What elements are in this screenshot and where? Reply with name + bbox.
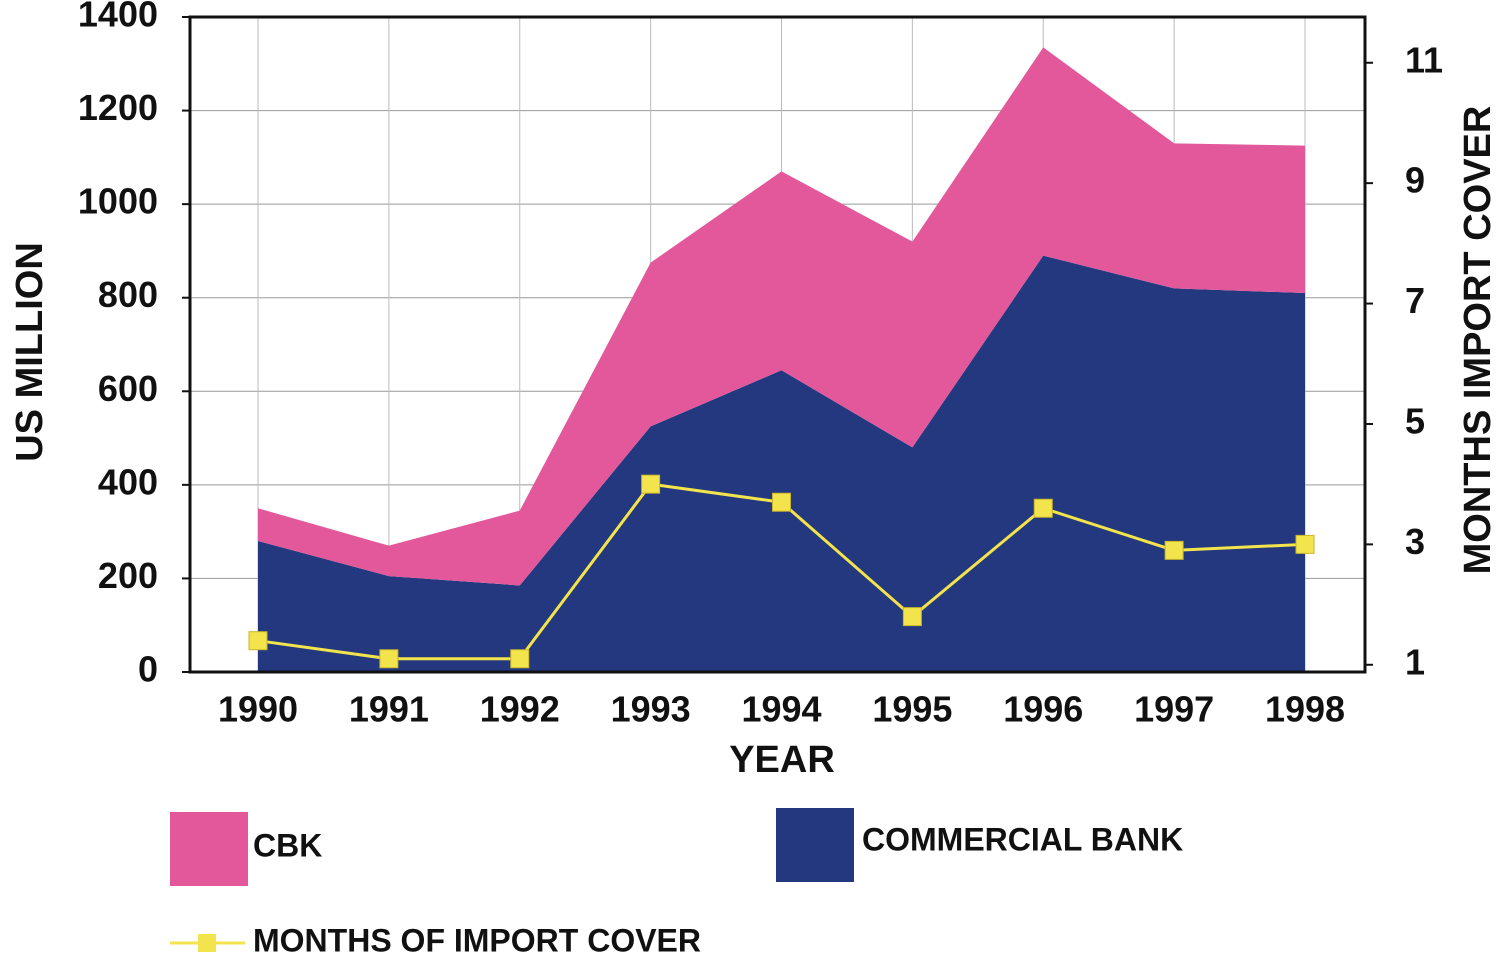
marker [510,649,530,669]
x-tick-label: 1996 [1003,689,1083,730]
y-tick-label: 600 [98,368,158,409]
x-tick-label: 1995 [872,689,952,730]
x-tick-label: 1998 [1265,689,1345,730]
y2-tick-label: 9 [1405,160,1425,201]
marker [1164,540,1184,560]
x-tick-label: 1993 [611,689,691,730]
y-tick-label: 400 [98,461,158,502]
marker [248,631,268,651]
y-tick-label: 200 [98,555,158,596]
area [258,255,1305,672]
plot-frame [188,15,1367,674]
marker [1295,534,1315,554]
y-tick-label: 1400 [78,0,158,35]
marker [902,607,922,627]
legend-swatch [776,808,854,882]
y2-tick-label: 5 [1405,400,1425,441]
y-tick-label: 1000 [78,181,158,222]
legend-marker [198,934,216,952]
x-tick-label: 1991 [349,689,429,730]
area [258,47,1305,586]
legend-swatch [170,812,248,886]
x-tick-label: 1994 [741,689,821,730]
y-axis-label: US MILLION [9,242,51,462]
y2-tick-label: 11 [1405,39,1443,80]
marker [641,474,661,494]
y2-tick-label: 7 [1405,280,1425,321]
y2-tick-label: 1 [1405,641,1425,682]
legend-label: MONTHS OF IMPORT COVER [253,922,701,958]
y2-tick-label: 3 [1405,521,1425,562]
legend-label: CBK [253,827,322,863]
marker [1033,498,1053,518]
y-tick-label: 800 [98,274,158,315]
x-tick-label: 1997 [1134,689,1214,730]
x-tick-label: 1992 [480,689,560,730]
legend-label: COMMERCIAL BANK [862,821,1183,857]
x-axis-label: YEAR [729,739,835,781]
y-tick-label: 1200 [78,87,158,128]
y2-axis-label: MONTHS IMPORT COVER [1457,106,1499,575]
y-tick-label: 0 [138,649,158,690]
marker [772,492,791,512]
x-tick-label: 1990 [218,689,298,730]
marker [379,649,399,669]
